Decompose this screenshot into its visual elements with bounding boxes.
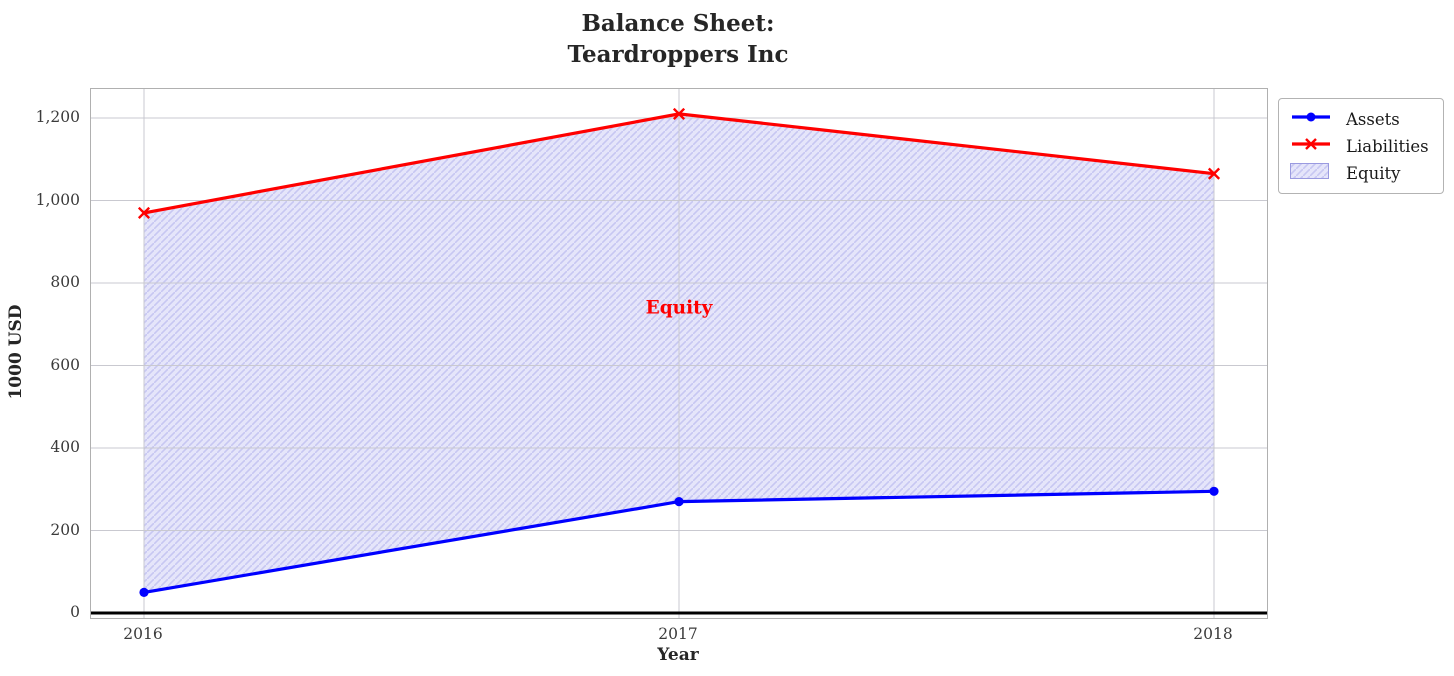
marker-circle-assets [1209, 486, 1219, 496]
legend-label: Liabilities [1346, 136, 1429, 156]
legend-item-liabilities: Liabilities [1289, 135, 1433, 157]
legend-line-circle-swatch [1292, 112, 1330, 122]
x-tick-label: 2016 [123, 625, 163, 643]
legend-swatch [1289, 135, 1333, 157]
legend: Assets Liabilities Equity [1278, 98, 1444, 194]
legend-hatch-swatch [1290, 163, 1329, 179]
y-tick-label: 400 [50, 438, 80, 456]
legend-item-assets: Assets [1289, 108, 1433, 130]
chart-title-line1: Balance Sheet: [581, 10, 775, 37]
y-tick-label: 200 [50, 521, 80, 539]
marker-x-liabilities [672, 107, 686, 120]
x-tick-label: 2018 [1193, 625, 1233, 643]
chart-title: Balance Sheet: Teardroppers Inc [90, 8, 1266, 70]
y-axis-label: 1000 USD [6, 304, 26, 400]
y-tick-label: 600 [50, 356, 80, 374]
legend-swatch [1289, 162, 1333, 184]
legend-item-equity: Equity [1289, 162, 1433, 184]
x-axis-label: Year [657, 645, 699, 665]
y-tick-label: 0 [70, 603, 80, 621]
legend-swatch [1289, 108, 1333, 130]
x-tick-label: 2017 [658, 625, 698, 643]
marker-x-liabilities [137, 206, 151, 219]
y-tick-label: 800 [50, 273, 80, 291]
chart-svg: Equity [91, 89, 1267, 618]
y-tick-label: 1,200 [35, 108, 80, 126]
legend-label: Assets [1346, 109, 1400, 129]
equity-annotation: Equity [646, 297, 714, 318]
legend-line-x-swatch [1292, 138, 1330, 150]
chart-title-line2: Teardroppers Inc [567, 41, 789, 68]
plot-area: Equity [90, 88, 1268, 619]
marker-x-liabilities [1207, 167, 1221, 180]
marker-circle-assets [674, 497, 684, 507]
y-tick-label: 1,000 [35, 191, 80, 209]
legend-label: Equity [1346, 163, 1401, 183]
marker-circle-assets [139, 587, 149, 597]
